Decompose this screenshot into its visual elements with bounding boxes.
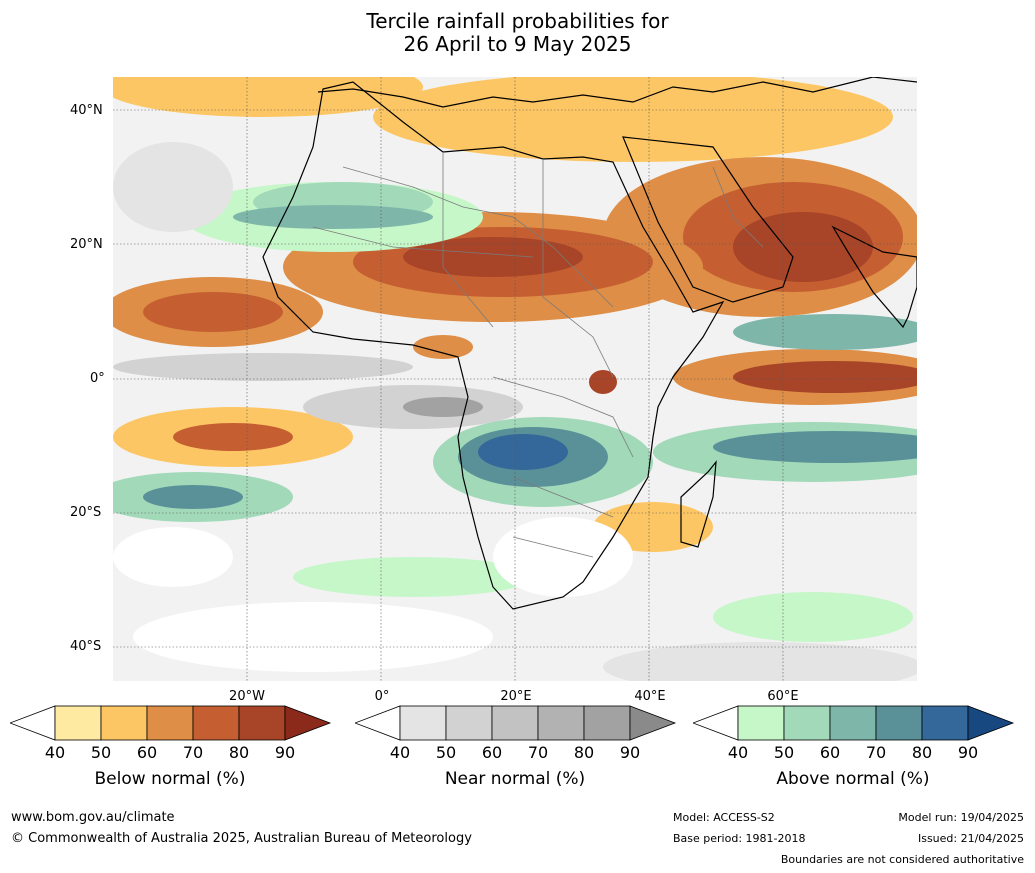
above-colorbar-low-arrow [693, 705, 739, 741]
footer-base-period: Base period: 1981-2018 [673, 832, 806, 845]
lon-label-20e: 20°E [500, 689, 532, 704]
above-normal-regions [113, 182, 917, 642]
below-colorbar-segment-2 [100, 705, 148, 741]
lat-label-20n: 20°N [70, 237, 103, 252]
lon-label-40e: 40°E [634, 689, 666, 704]
lat-label-40n: 40°N [70, 103, 103, 118]
above-tick-label: 90 [957, 743, 979, 762]
above-tick-label: 80 [911, 743, 933, 762]
lat-label-40s: 40°S [70, 639, 102, 654]
below-tick-label: 90 [274, 743, 296, 762]
lon-label-60e: 60°E [767, 689, 799, 704]
near-tick-label: 80 [573, 743, 595, 762]
lon-label-0: 0° [374, 689, 390, 704]
below-colorbar-high-arrow [284, 705, 332, 741]
above-colorbar-segment-3 [829, 705, 877, 741]
near-colorbar-segment-1 [399, 705, 447, 741]
below-tick-label: 40 [44, 743, 66, 762]
above-tick-label: 40 [727, 743, 749, 762]
footer-model-run: Model run: 19/04/2025 [898, 811, 1024, 824]
below-tick-label: 50 [90, 743, 112, 762]
map-title: Tercile rainfall probabilities for 26 Ap… [0, 10, 1035, 56]
below-colorbar-segment-4 [192, 705, 240, 741]
near-tick-label: 50 [435, 743, 457, 762]
below-colorbar-low-arrow [10, 705, 56, 741]
graticule [113, 77, 917, 681]
near-normal-label: Near normal (%) [444, 769, 586, 789]
lat-label-equator: 0° [90, 371, 105, 386]
near-colorbar-high-arrow [629, 705, 677, 741]
near-tick-label: 40 [389, 743, 411, 762]
near-tick-label: 90 [619, 743, 641, 762]
near-normal-regions [113, 142, 917, 681]
africa-coastline [262, 81, 725, 610]
below-colorbar-segment-3 [146, 705, 194, 741]
near-colorbar-segment-5 [583, 705, 631, 741]
below-colorbar-segment-5 [238, 705, 286, 741]
footer-copyright: © Commonwealth of Australia 2025, Austra… [11, 831, 472, 846]
near-tick-label: 70 [527, 743, 549, 762]
europe-coastline [317, 77, 917, 108]
footer-disclaimer: Boundaries are not considered authoritat… [780, 853, 1024, 866]
footer-url: www.bom.gov.au/climate [11, 810, 175, 825]
above-tick-label: 50 [773, 743, 795, 762]
above-colorbar-segment-2 [783, 705, 831, 741]
below-tick-label: 70 [182, 743, 204, 762]
near-colorbar-segment-3 [491, 705, 539, 741]
near-colorbar-segment-2 [445, 705, 493, 741]
lon-label-20w: 20°W [229, 689, 265, 704]
above-colorbar-segment-5 [921, 705, 969, 741]
near-normal-colorbar [355, 705, 677, 741]
lat-label-20s: 20°S [70, 505, 102, 520]
below-tick-label: 60 [136, 743, 158, 762]
below-tick-label: 80 [228, 743, 250, 762]
footer-model: Model: ACCESS-S2 [673, 811, 775, 824]
near-colorbar-low-arrow [355, 705, 401, 741]
above-tick-label: 60 [819, 743, 841, 762]
rainfall-map [113, 77, 917, 681]
above-normal-label: Above normal (%) [776, 769, 930, 789]
below-colorbar-segment-1 [54, 705, 102, 741]
above-colorbar-high-arrow [967, 705, 1015, 741]
above-colorbar-segment-4 [875, 705, 923, 741]
india-coastline [831, 225, 917, 329]
title-line-2: 26 April to 9 May 2025 [403, 32, 632, 56]
country-borders [312, 152, 764, 558]
above-tick-label: 70 [865, 743, 887, 762]
footer-issued: Issued: 21/04/2025 [917, 832, 1024, 845]
madagascar-coastline [680, 460, 717, 548]
near-colorbar-segment-4 [537, 705, 585, 741]
near-tick-label: 60 [481, 743, 503, 762]
below-normal-colorbar [10, 705, 332, 741]
above-colorbar-segment-1 [737, 705, 785, 741]
below-normal-label: Below normal (%) [94, 769, 246, 789]
title-line-1: Tercile rainfall probabilities for [366, 9, 669, 33]
above-normal-colorbar [693, 705, 1015, 741]
